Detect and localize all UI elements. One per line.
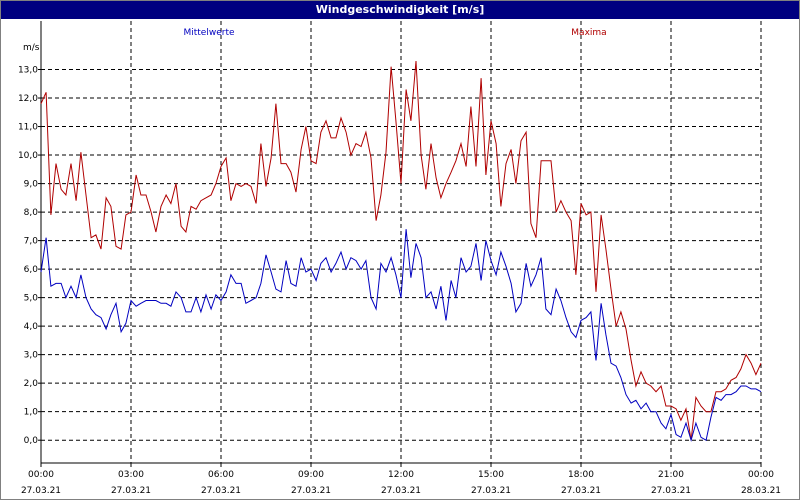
- y-tick-label-4: 4,0: [24, 322, 39, 332]
- x-tick-date-1: 27.03.21: [111, 486, 151, 496]
- y-tick-label-6: 6,0: [24, 265, 39, 275]
- x-tick-date-8: 28.03.21: [741, 486, 781, 496]
- series-line-mittelwerte: [40, 229, 762, 442]
- x-tick-time-1: 03:00: [118, 470, 144, 480]
- y-tick-label-13: 13,0: [18, 66, 38, 76]
- y-tick-label-8: 8,0: [24, 208, 39, 218]
- series-line-maxima: [40, 60, 762, 441]
- grid-lines: [41, 21, 762, 463]
- y-tick-label-2: 2,0: [24, 379, 39, 389]
- x-tick-time-8: 00:00: [748, 470, 774, 480]
- x-tick-date-7: 27.03.21: [651, 486, 691, 496]
- x-tick-date-6: 27.03.21: [561, 486, 601, 496]
- x-tick-labels: 00:00 27.03.21 03:00 27.03.21 06:00 27.03.21 0…: [21, 463, 781, 496]
- y-tick-label-7: 7,0: [24, 237, 39, 247]
- x-tick-time-0: 00:00: [28, 470, 54, 480]
- y-tick-label-11: 11,0: [18, 123, 38, 133]
- y-tick-label-9: 9,0: [24, 180, 39, 190]
- x-tick-time-3: 09:00: [298, 470, 324, 480]
- y-tick-label-3: 3,0: [24, 351, 39, 361]
- y-tick-labels: 0,0 1,0 2,0 3,0 4,0 5,0 6,0 7,0 8,0 9,0 10,0 11,0 12…: [18, 66, 41, 446]
- x-tick-time-7: 21:00: [658, 470, 684, 480]
- y-tick-label-1: 1,0: [24, 408, 39, 418]
- x-tick-date-4: 27.03.21: [381, 486, 421, 496]
- x-tick-time-4: 12:00: [388, 470, 414, 480]
- y-tick-label-0: 0,0: [24, 436, 39, 446]
- legend-mittelwerte: Mittelwerte: [183, 28, 234, 38]
- x-tick-date-0: 27.03.21: [21, 486, 61, 496]
- x-tick-time-5: 15:00: [478, 470, 504, 480]
- x-tick-time-6: 18:00: [568, 470, 594, 480]
- x-tick-time-2: 06:00: [208, 470, 234, 480]
- legend-maxima: Maxima: [571, 28, 606, 38]
- x-tick-date-3: 27.03.21: [291, 486, 331, 496]
- chart-title: Windgeschwindigkeit [m/s]: [1, 1, 799, 19]
- y-tick-label-12: 12,0: [18, 94, 38, 104]
- y-axis-label: m/s: [23, 43, 40, 53]
- x-tick-date-5: 27.03.21: [471, 486, 511, 496]
- y-tick-label-5: 5,0: [24, 294, 39, 304]
- series-lines: [40, 60, 762, 442]
- y-tick-label-10: 10,0: [18, 151, 38, 161]
- x-tick-date-2: 27.03.21: [201, 486, 241, 496]
